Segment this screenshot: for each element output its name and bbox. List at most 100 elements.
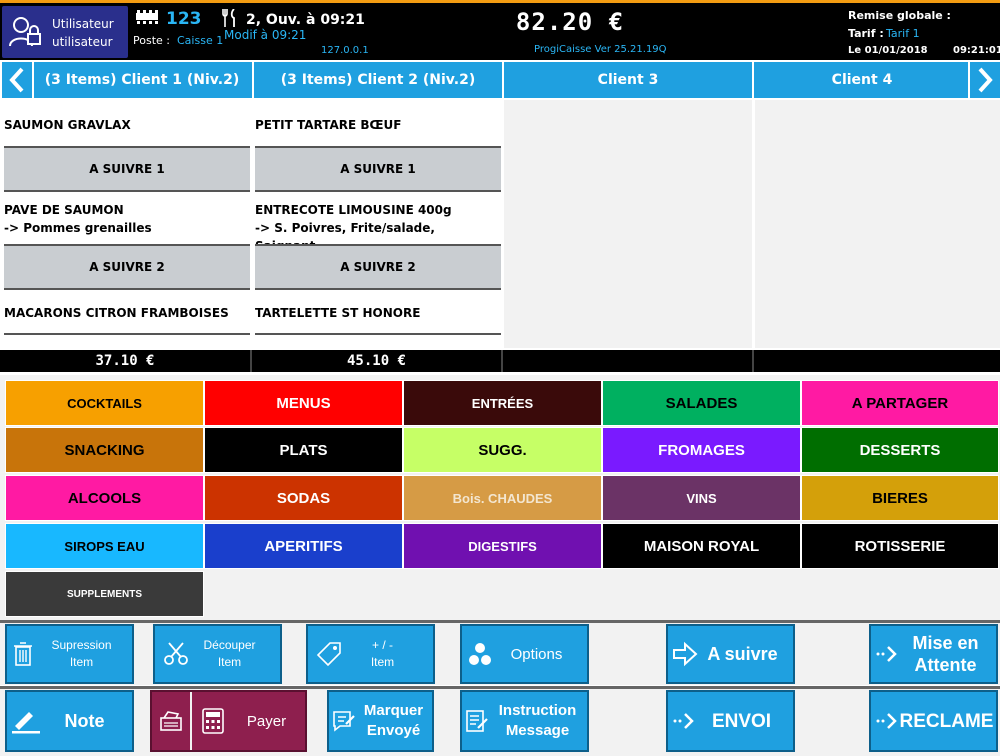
client-2-total: 45.10 € xyxy=(252,350,503,372)
next-clients-button[interactable] xyxy=(968,62,1000,98)
instruction-label-1: Instruction xyxy=(498,702,577,719)
header-bar: Utilisateur utilisateur 123 Poste : Cais… xyxy=(0,0,1000,60)
category-entrees[interactable]: ENTRÉES xyxy=(403,380,602,426)
tab-client-2[interactable]: (3 Items) Client 2 (Niv.2) xyxy=(254,62,502,98)
category-plats[interactable]: PLATS xyxy=(204,427,403,473)
scissors-icon xyxy=(164,642,188,665)
category-a-partager[interactable]: A PARTAGER xyxy=(801,380,999,426)
client-3-order[interactable] xyxy=(504,100,752,348)
category-sodas[interactable]: SODAS xyxy=(204,475,403,521)
total-amount: 82.20 € xyxy=(515,8,625,36)
category-sirops-eau[interactable]: SIROPS EAU xyxy=(5,523,204,569)
tarif-value: Tarif 1 xyxy=(886,27,920,40)
ip-address: 127.0.0.1 xyxy=(321,45,369,56)
arrow-right-icon xyxy=(673,641,698,667)
cash-drawer-zone[interactable] xyxy=(152,692,192,750)
poste-value: Caisse 1 xyxy=(177,34,224,47)
options-button[interactable]: Options xyxy=(460,624,589,684)
dots-arrow-icon xyxy=(673,713,694,729)
category-alcools[interactable]: ALCOOLS xyxy=(5,475,204,521)
marquer-envoye-button[interactable]: Marquer Envoyé xyxy=(327,690,434,752)
user-name: Utilisateur xyxy=(52,17,114,31)
instruction-label-2: Message xyxy=(505,722,570,739)
category-menus[interactable]: MENUS xyxy=(204,380,403,426)
tab-client-1-label: (3 Items) Client 1 (Niv.2) xyxy=(44,72,240,88)
suivre-separator[interactable]: A SUIVRE 2 xyxy=(255,244,501,290)
bar-separator xyxy=(0,686,1000,689)
plus-minus-item-button[interactable]: + / - Item xyxy=(306,624,435,684)
table-number: 123 xyxy=(166,9,202,29)
mise-en-attente-button[interactable]: Mise en Attente xyxy=(869,624,998,684)
category-supplements[interactable]: SUPPLEMENTS xyxy=(5,571,204,617)
tab-client-3-label: Client 3 xyxy=(597,72,659,88)
tab-client-3[interactable]: Client 3 xyxy=(504,62,752,98)
category-cocktails[interactable]: COCKTAILS xyxy=(5,380,204,426)
pencil-note-icon xyxy=(12,712,40,734)
category-rotisserie[interactable]: ROTISSERIE xyxy=(801,523,999,569)
category-vins[interactable]: VINS xyxy=(602,475,801,521)
client-4-order[interactable] xyxy=(755,100,1000,348)
category-maison-royal[interactable]: MAISON ROYAL xyxy=(602,523,801,569)
payer-button[interactable]: Payer xyxy=(150,690,307,752)
payer-label: Payer xyxy=(246,712,287,730)
suivre-separator[interactable]: A SUIVRE 2 xyxy=(4,244,250,290)
order-item[interactable]: SAUMON GRAVLAX xyxy=(4,118,131,132)
options-label: Options xyxy=(510,645,563,663)
order-item-name: ENTRECOTE LIMOUSINE 400g xyxy=(255,203,452,217)
table-icon xyxy=(136,10,158,24)
chevron-right-icon xyxy=(978,67,993,93)
header-stripe xyxy=(0,0,1000,3)
reclame-button[interactable]: RECLAME xyxy=(869,690,998,752)
tab-client-1[interactable]: (3 Items) Client 1 (Niv.2) xyxy=(2,62,252,98)
marquer-label-1: Marquer xyxy=(363,702,424,719)
category-snacking[interactable]: SNACKING xyxy=(5,427,204,473)
order-item[interactable]: TARTELETTE ST HONORE xyxy=(255,306,421,320)
prev-clients-button[interactable] xyxy=(2,62,34,98)
instruction-message-button[interactable]: Instruction Message xyxy=(460,690,589,752)
category-digestifs[interactable]: DIGESTIFS xyxy=(403,523,602,569)
dots-arrow-icon xyxy=(876,713,897,729)
delete-item-label-2: Item xyxy=(69,655,94,669)
plus-minus-label-1: + / - xyxy=(371,638,393,652)
suivre-separator[interactable]: A SUIVRE 1 xyxy=(4,146,250,192)
tab-client-4[interactable]: Client 4 xyxy=(754,62,1000,98)
poste-label: Poste : xyxy=(133,34,170,47)
client-totals: 37.10 € 45.10 € xyxy=(0,350,1000,372)
user-role: utilisateur xyxy=(52,35,113,49)
tab-client-2-label: (3 Items) Client 2 (Niv.2) xyxy=(280,72,476,88)
category-aperitifs[interactable]: APERITIFS xyxy=(204,523,403,569)
category-sugg[interactable]: SUGG. xyxy=(403,427,602,473)
user-lock-icon xyxy=(9,17,41,47)
attente-label-1: Mise en xyxy=(912,633,979,653)
circles-icon xyxy=(469,643,491,665)
cutlery-icon xyxy=(222,9,235,27)
tab-client-4-label: Client 4 xyxy=(831,72,893,88)
order-item-modifiers: -> Pommes grenailles xyxy=(4,221,152,235)
order-item[interactable]: MACARONS CITRON FRAMBOISES xyxy=(4,306,229,320)
client-1-total: 37.10 € xyxy=(0,350,252,372)
note-button[interactable]: Note xyxy=(5,690,134,752)
action-bar-bottom: Note Payer xyxy=(0,689,1000,756)
category-bois-chaudes[interactable]: Bois. CHAUDES xyxy=(403,475,602,521)
covers-count: 2, Ouv. xyxy=(246,12,302,28)
envoi-button[interactable]: ENVOI xyxy=(666,690,795,752)
split-item-button[interactable]: Découper Item xyxy=(153,624,282,684)
tarif-label: Tarif : xyxy=(848,27,884,40)
suivre-separator[interactable]: A SUIVRE 1 xyxy=(255,146,501,192)
tag-icon xyxy=(316,642,341,667)
order-item[interactable]: PAVE DE SAUMON -> Pommes grenailles xyxy=(4,201,248,237)
a-suivre-button[interactable]: A suivre xyxy=(666,624,795,684)
order-columns: SAUMON GRAVLAX A SUIVRE 1 PAVE DE SAUMON… xyxy=(0,100,1000,348)
split-item-label-2: Item xyxy=(217,655,242,669)
user-box[interactable]: Utilisateur utilisateur xyxy=(2,6,128,58)
order-item[interactable]: PETIT TARTARE BŒUF xyxy=(255,118,402,132)
modif-time: Modif à 09:21 xyxy=(224,28,307,42)
item-divider xyxy=(255,333,501,335)
plus-minus-label-2: Item xyxy=(370,655,395,669)
delete-item-button[interactable]: Supression Item xyxy=(5,624,134,684)
category-bieres[interactable]: BIERES xyxy=(801,475,999,521)
category-salades[interactable]: SALADES xyxy=(602,380,801,426)
category-fromages[interactable]: FROMAGES xyxy=(602,427,801,473)
category-desserts[interactable]: DESSERTS xyxy=(801,427,999,473)
